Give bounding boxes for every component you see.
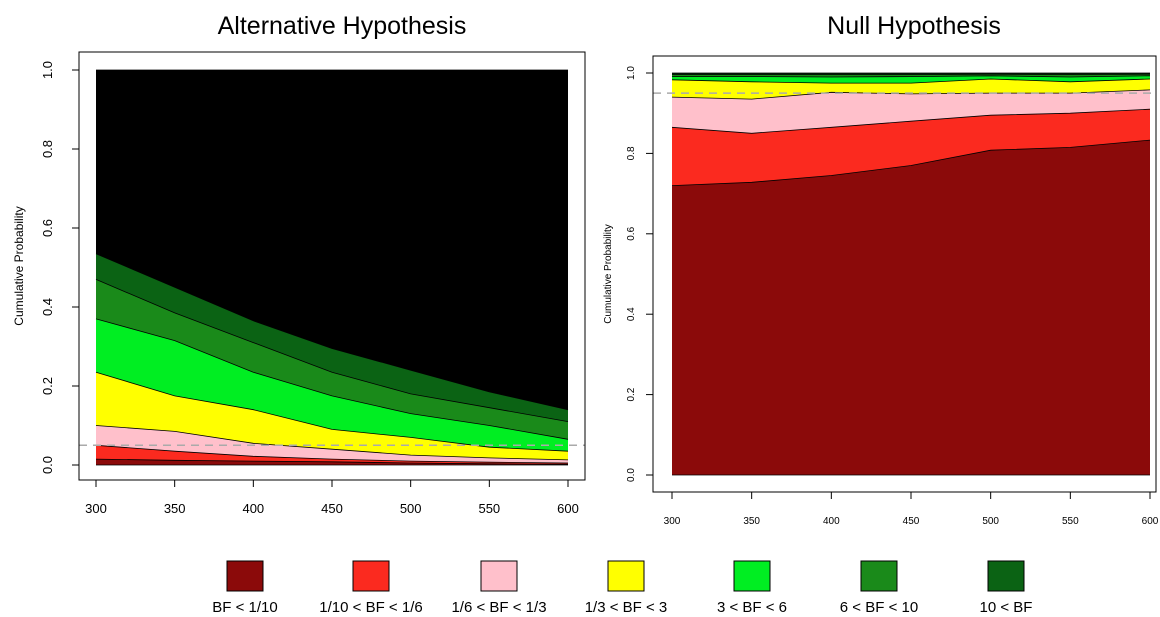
area-band-5 xyxy=(672,75,1150,84)
x-tick-label: 600 xyxy=(557,501,579,516)
alt-area-layers xyxy=(96,70,568,465)
area-boundary-line xyxy=(95,371,569,452)
null-area-layers xyxy=(672,73,1150,475)
x-tick-label: 500 xyxy=(982,516,999,527)
area-band-6 xyxy=(96,279,568,440)
alt-boundary-lines xyxy=(95,69,569,466)
alt-y-axis-label: Cumulative Probability xyxy=(12,206,26,325)
legend-item: 1/10 < BF < 1/6 xyxy=(319,560,423,616)
alt-x-axis: 300 350 400 450 500 550 600 xyxy=(85,479,579,516)
area-band-2 xyxy=(672,109,1150,186)
x-tick-label: 300 xyxy=(664,516,681,527)
legend-label: 3 < BF < 6 xyxy=(717,599,787,616)
legend-label: 10 < BF xyxy=(980,599,1033,616)
y-tick-label: 0.0 xyxy=(626,468,637,482)
alt-chart-title: Alternative Hypothesis xyxy=(218,12,467,40)
legend-item: 1/3 < BF < 3 xyxy=(585,560,668,616)
area-band-2 xyxy=(96,445,568,465)
legend-item: 10 < BF xyxy=(980,560,1033,616)
legend-swatch xyxy=(226,560,264,592)
area-band-1 xyxy=(672,140,1150,475)
area-boundary-line xyxy=(95,253,569,411)
legend-item: 1/6 < BF < 1/3 xyxy=(451,560,547,616)
area-boundary-line xyxy=(671,89,1151,100)
legend: BF < 1/10 1/10 < BF < 1/6 1/6 < BF < 1/3… xyxy=(212,560,1033,616)
y-tick-label: 1.0 xyxy=(40,61,55,79)
y-tick-label: 0.8 xyxy=(626,146,637,160)
y-tick-label: 0.6 xyxy=(40,219,55,237)
legend-label: 6 < BF < 10 xyxy=(840,599,918,616)
x-tick-label: 550 xyxy=(1062,516,1079,527)
null-x-axis: 300 350 400 450 500 550 600 xyxy=(664,491,1159,527)
y-tick-label: 0.2 xyxy=(626,387,637,401)
area-band-3 xyxy=(672,89,1150,134)
area-boundary-line xyxy=(672,75,1151,78)
y-tick-label: 0.6 xyxy=(626,226,637,240)
x-tick-label: 350 xyxy=(743,516,760,527)
legend-swatch xyxy=(987,560,1025,592)
x-tick-label: 600 xyxy=(1142,516,1159,527)
legend-label: 1/3 < BF < 3 xyxy=(585,599,668,616)
legend-swatch xyxy=(733,560,771,592)
area-boundary-line xyxy=(671,139,1151,186)
area-boundary-line xyxy=(95,444,569,464)
area-boundary-line xyxy=(95,279,569,422)
x-tick-label: 400 xyxy=(823,516,840,527)
x-tick-label: 450 xyxy=(321,501,343,516)
y-tick-label: 0.8 xyxy=(40,140,55,158)
null-y-axis-label: Cumulative Probability xyxy=(603,224,614,324)
area-band-8 xyxy=(96,70,568,410)
x-tick-label: 350 xyxy=(164,501,186,516)
legend-swatch xyxy=(607,560,645,592)
legend-label: 1/10 < BF < 1/6 xyxy=(319,599,422,616)
legend-item: BF < 1/10 xyxy=(212,560,278,616)
area-boundary-line xyxy=(95,458,569,465)
legend-swatch xyxy=(860,560,898,592)
legend-item: 3 < BF < 6 xyxy=(717,560,787,616)
area-band-4 xyxy=(96,372,568,460)
area-boundary-line xyxy=(671,108,1151,134)
y-tick-label: 0.4 xyxy=(40,298,55,316)
null-hypothesis-chart: Null Hypothesis Cumulative Probability 3… xyxy=(603,12,1159,527)
x-tick-label: 300 xyxy=(85,501,107,516)
null-y-axis: 0.0 0.2 0.4 0.6 0.8 1.0 xyxy=(626,66,653,482)
legend-swatch xyxy=(480,560,518,592)
y-tick-label: 0.0 xyxy=(40,456,55,474)
x-tick-label: 550 xyxy=(478,501,500,516)
legend-label: 1/6 < BF < 1/3 xyxy=(451,599,546,616)
x-tick-label: 500 xyxy=(400,501,422,516)
y-tick-label: 0.4 xyxy=(626,307,637,321)
null-chart-title: Null Hypothesis xyxy=(827,12,1001,40)
area-boundary-line xyxy=(95,425,569,461)
x-tick-label: 400 xyxy=(242,501,264,516)
legend-label: BF < 1/10 xyxy=(212,599,277,616)
x-tick-label: 450 xyxy=(903,516,920,527)
alt-hypothesis-chart: Alternative Hypothesis Cumulative Probab… xyxy=(12,12,586,516)
area-boundary-line xyxy=(95,318,569,440)
legend-swatch xyxy=(352,560,390,592)
area-band-7 xyxy=(96,253,568,422)
area-boundary-line xyxy=(671,78,1151,84)
y-tick-label: 1.0 xyxy=(626,66,637,80)
null-boundary-lines xyxy=(671,72,1151,476)
area-band-4 xyxy=(672,79,1150,100)
legend-item: 6 < BF < 10 xyxy=(840,560,918,616)
y-tick-label: 0.2 xyxy=(40,377,55,395)
alt-y-axis: 0.0 0.2 0.4 0.6 0.8 1.0 xyxy=(40,61,79,474)
